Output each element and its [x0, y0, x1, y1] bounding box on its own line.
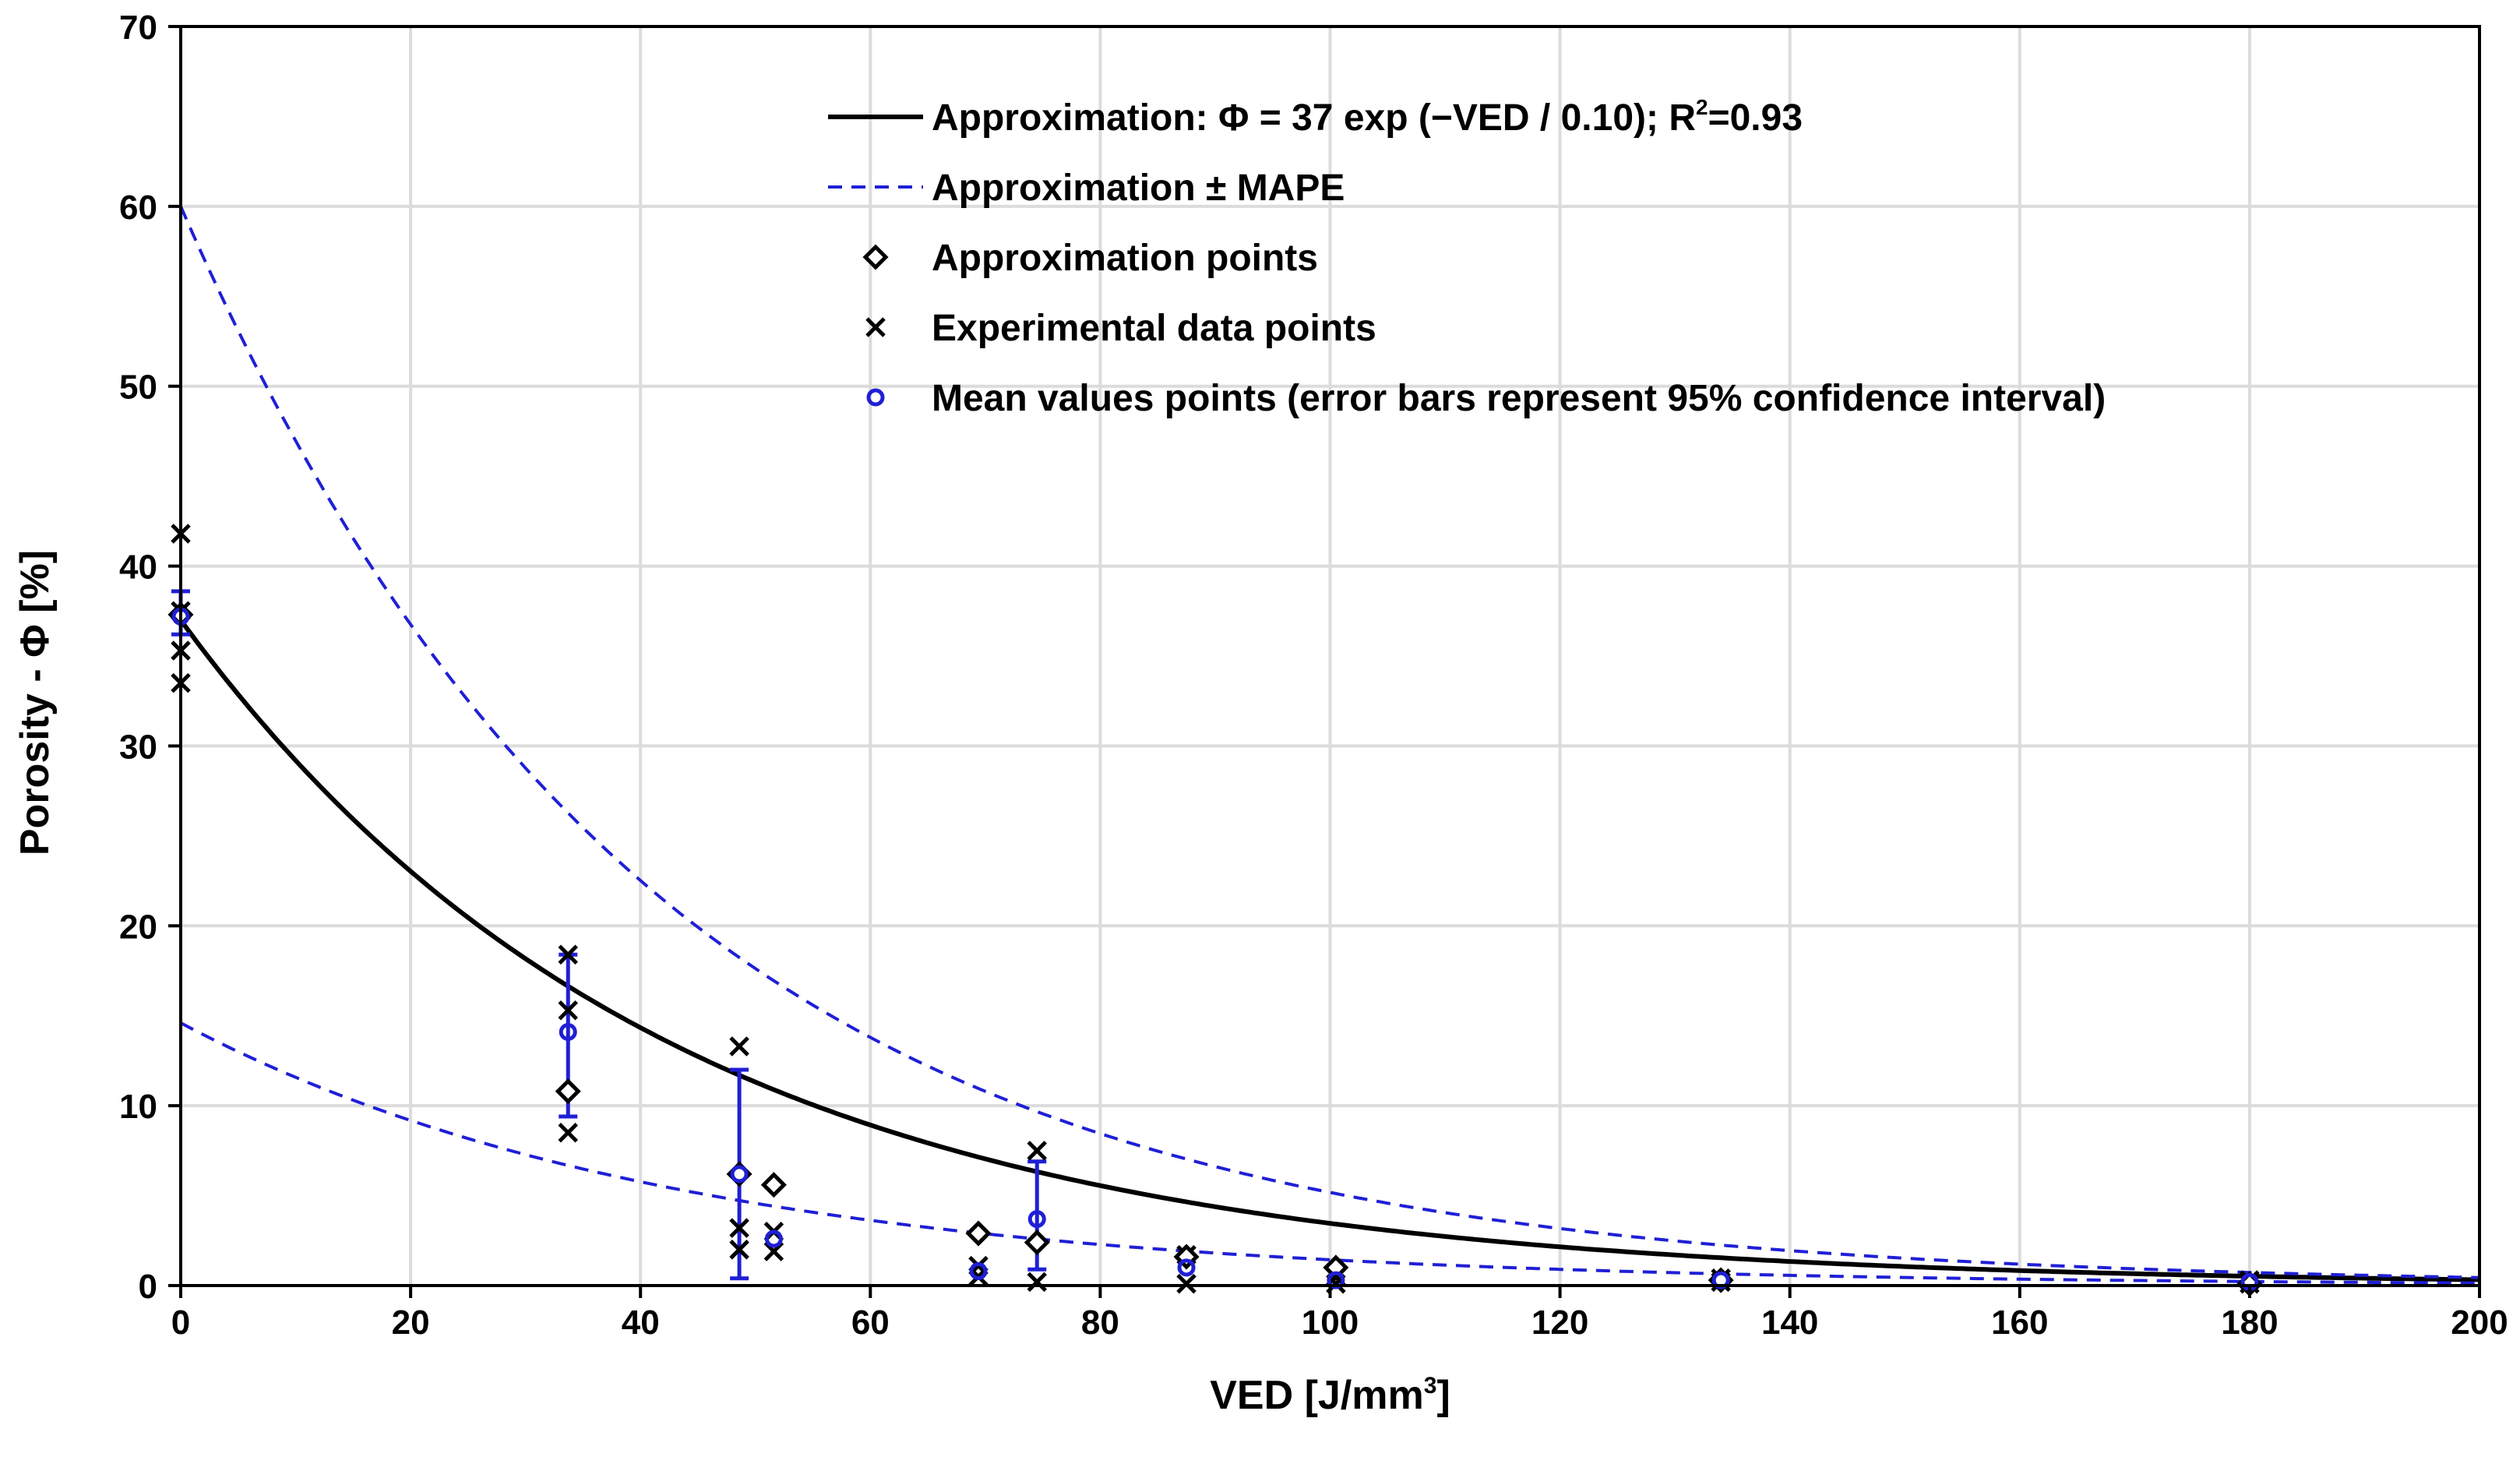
legend-circle-icon — [866, 388, 885, 407]
x-tick-label: 140 — [1761, 1303, 1818, 1342]
experimental-point — [1027, 1272, 1048, 1293]
mean-point — [1711, 1271, 1730, 1289]
y-tick-label: 30 — [119, 728, 157, 766]
x-marker-stroke — [558, 1000, 579, 1021]
x-marker-stroke — [1027, 1141, 1048, 1161]
mean-point — [1027, 1210, 1046, 1229]
legend-x-marker-icon — [865, 317, 886, 337]
mape-curve — [180, 1021, 2479, 1285]
x-tick-label: 80 — [1081, 1303, 1119, 1342]
mean-point — [1327, 1271, 1345, 1289]
mean-point — [730, 1165, 749, 1184]
x-tick-label: 160 — [1991, 1303, 2048, 1342]
y-tick-label: 40 — [119, 549, 157, 587]
x-tick-label: 20 — [392, 1303, 430, 1342]
y-axis-label: Porosity - Φ [%] — [12, 550, 58, 855]
approximation-curve — [178, 619, 2480, 1282]
experimental-point — [729, 1218, 749, 1238]
x-tick-label: 120 — [1531, 1303, 1588, 1342]
axis-ticks: 0 20 40 60 80 100 120 140 160 180 200 0 10 20 30 40 50 60… — [119, 9, 2508, 1342]
legend-mean-label: Mean values points (error bars represent… — [932, 378, 2106, 419]
legend-diamond-icon — [862, 244, 889, 270]
approximation-point — [1323, 1254, 1349, 1281]
y-tick-label: 0 — [139, 1268, 157, 1306]
legend-approx-points-label: Approximation points — [932, 238, 1318, 279]
mean-point — [559, 1022, 577, 1041]
x-marker-stroke — [558, 1123, 579, 1143]
approximation-point — [555, 1078, 581, 1105]
x-marker-stroke — [558, 944, 579, 965]
markers — [167, 524, 2263, 1297]
approximation-point — [1024, 1229, 1050, 1256]
x-tick-label: 0 — [171, 1303, 190, 1342]
x-tick-label: 60 — [851, 1303, 890, 1342]
mean-point — [1177, 1258, 1196, 1277]
y-tick-label: 20 — [119, 908, 157, 946]
legend-experimental-label: Experimental data points — [932, 308, 1376, 349]
y-tick-label: 10 — [119, 1088, 157, 1126]
x-axis-label: VED [J/mm3] — [1210, 1373, 1450, 1418]
x-marker-stroke — [729, 1240, 749, 1260]
legend-diamond-shape — [862, 244, 889, 270]
experimental-point — [729, 1240, 749, 1260]
x-tick-label: 200 — [2451, 1303, 2508, 1342]
experimental-point — [1027, 1141, 1048, 1161]
experimental-point — [558, 1000, 579, 1021]
legend: Approximation: Φ = 37 exp (−VED / 0.10);… — [828, 95, 2106, 419]
legend-fit-label: Approximation: Φ = 37 exp (−VED / 0.10);… — [932, 95, 1803, 139]
mean-point — [969, 1262, 988, 1281]
x-tick-label: 100 — [1302, 1303, 1359, 1342]
x-tick-label: 180 — [2221, 1303, 2278, 1342]
curves — [178, 206, 2480, 1285]
legend-x-shape — [865, 317, 886, 337]
x-marker-stroke — [729, 1036, 749, 1057]
experimental-point — [558, 944, 579, 965]
experimental-point — [558, 1123, 579, 1143]
grid — [181, 26, 2479, 1286]
x-marker-stroke — [1176, 1273, 1197, 1294]
mean-point — [764, 1229, 783, 1248]
legend-mape-label: Approximation ± MAPE — [932, 168, 1345, 209]
experimental-point — [1176, 1273, 1197, 1294]
x-tick-label: 40 — [622, 1303, 660, 1342]
x-marker-stroke — [1027, 1272, 1048, 1293]
x-marker-stroke — [729, 1218, 749, 1238]
approximation-point — [965, 1220, 992, 1247]
y-tick-label: 70 — [119, 9, 157, 47]
approximation-point — [760, 1172, 787, 1198]
y-tick-label: 60 — [119, 189, 157, 227]
experimental-point — [729, 1036, 749, 1057]
x-marker-stroke — [865, 317, 886, 337]
y-tick-label: 50 — [119, 369, 157, 407]
